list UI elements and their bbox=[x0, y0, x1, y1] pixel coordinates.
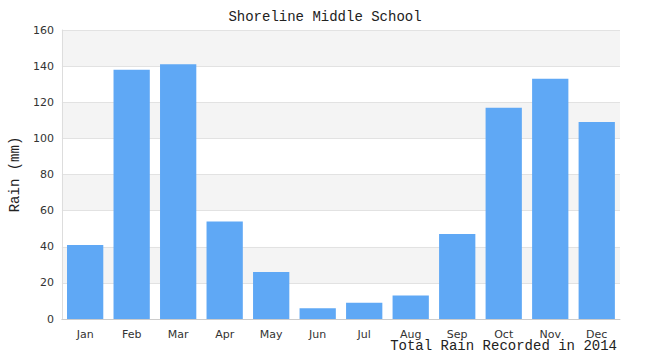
svg-text:Aug: Aug bbox=[400, 328, 422, 341]
svg-text:60: 60 bbox=[40, 204, 54, 217]
svg-text:Feb: Feb bbox=[122, 328, 141, 341]
svg-text:Shoreline Middle School: Shoreline Middle School bbox=[228, 9, 421, 25]
svg-text:20: 20 bbox=[40, 276, 54, 289]
svg-text:Total Rain Recorded in 2014: Total Rain Recorded in 2014 bbox=[390, 338, 617, 354]
svg-text:Sep: Sep bbox=[446, 328, 468, 341]
svg-text:140: 140 bbox=[33, 60, 54, 73]
svg-text:Apr: Apr bbox=[215, 328, 235, 341]
svg-text:Jun: Jun bbox=[308, 328, 326, 341]
svg-text:160: 160 bbox=[33, 24, 54, 37]
svg-text:Dec: Dec bbox=[586, 328, 608, 341]
svg-text:Nov: Nov bbox=[539, 328, 561, 341]
svg-text:80: 80 bbox=[40, 168, 54, 181]
svg-text:120: 120 bbox=[33, 96, 54, 109]
svg-text:Oct: Oct bbox=[494, 328, 514, 341]
svg-text:Mar: Mar bbox=[168, 328, 189, 341]
svg-text:100: 100 bbox=[33, 132, 54, 145]
svg-text:0: 0 bbox=[47, 313, 54, 326]
svg-text:40: 40 bbox=[40, 240, 54, 253]
svg-text:Rain (mm): Rain (mm) bbox=[7, 137, 23, 213]
svg-text:May: May bbox=[260, 328, 283, 341]
svg-text:Jan: Jan bbox=[76, 328, 94, 341]
svg-text:Jul: Jul bbox=[357, 328, 371, 341]
